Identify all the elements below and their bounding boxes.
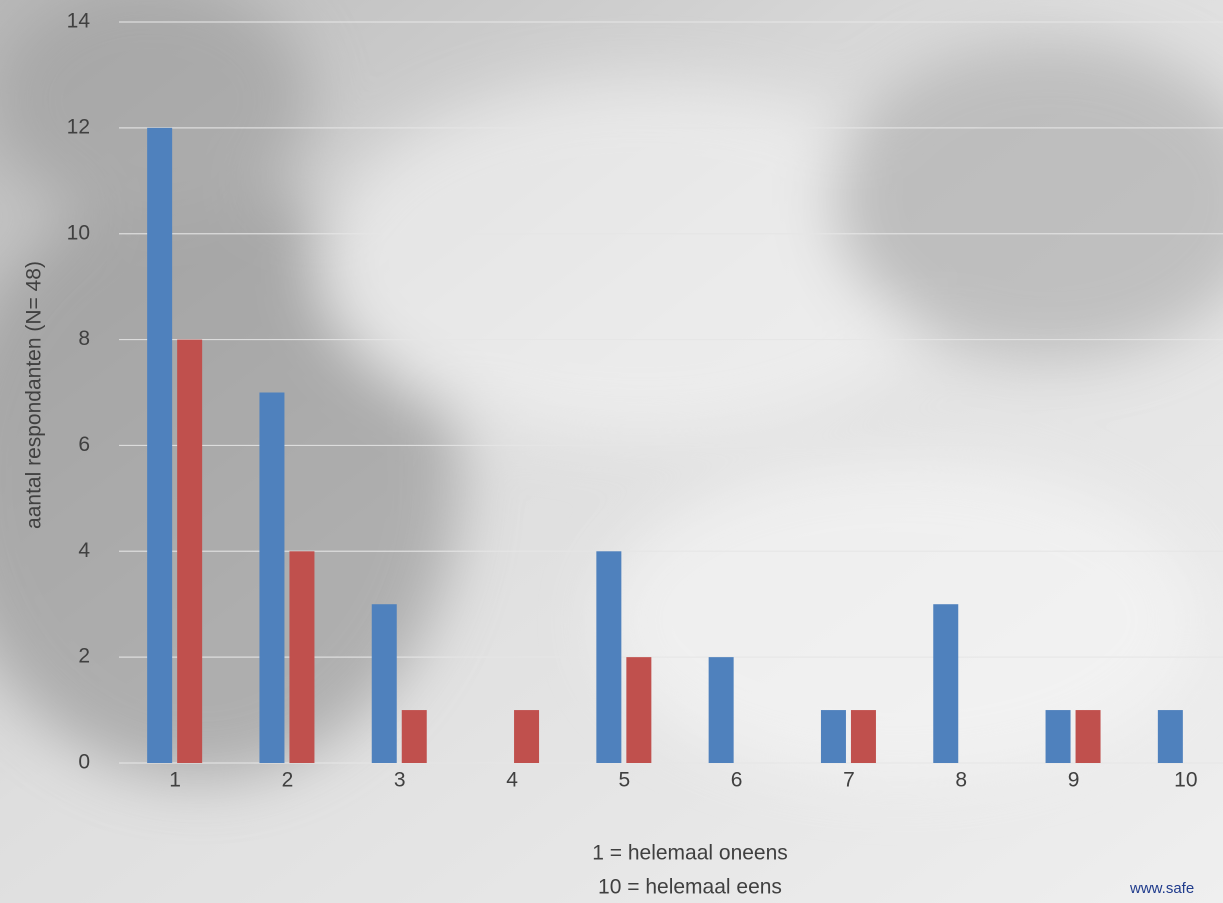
bar bbox=[1157, 710, 1183, 763]
bar bbox=[626, 657, 652, 763]
bar bbox=[514, 710, 540, 763]
bar bbox=[596, 551, 622, 763]
footer-url: www.safe bbox=[1129, 880, 1194, 897]
y-tick-label: 14 bbox=[67, 10, 91, 33]
x-axis-label: 1 = helemaal oneens bbox=[592, 842, 788, 865]
x-tick-label: 9 bbox=[1068, 769, 1080, 792]
x-tick-label: 6 bbox=[731, 769, 743, 792]
y-tick-label: 12 bbox=[67, 115, 90, 138]
y-tick-label: 10 bbox=[67, 221, 90, 244]
x-tick-label: 4 bbox=[506, 769, 518, 792]
bar bbox=[371, 604, 397, 763]
x-tick-label: 1 bbox=[169, 769, 181, 792]
y-tick-label: 6 bbox=[78, 433, 90, 456]
y-tick-label: 0 bbox=[78, 751, 90, 774]
y-tick-label: 2 bbox=[78, 645, 90, 668]
bar bbox=[289, 551, 315, 763]
bar bbox=[259, 392, 285, 763]
bar bbox=[933, 604, 959, 763]
x-tick-label: 10 bbox=[1174, 769, 1197, 792]
bar bbox=[1075, 710, 1101, 763]
background-photo bbox=[0, 0, 1223, 780]
bar bbox=[177, 339, 203, 763]
x-tick-label: 7 bbox=[843, 769, 855, 792]
x-axis-label: 10 = helemaal eens bbox=[598, 876, 782, 899]
x-tick-label: 3 bbox=[394, 769, 406, 792]
y-tick-label: 4 bbox=[78, 539, 90, 562]
bar bbox=[401, 710, 427, 763]
y-axis-label: aantal respondanten (N= 48) bbox=[23, 261, 46, 529]
x-tick-label: 8 bbox=[955, 769, 967, 792]
bar bbox=[850, 710, 876, 763]
bar bbox=[820, 710, 846, 763]
bar bbox=[147, 127, 173, 764]
y-tick-label: 8 bbox=[78, 327, 90, 350]
x-tick-label: 5 bbox=[619, 769, 631, 792]
bar bbox=[708, 657, 734, 763]
x-tick-label: 2 bbox=[282, 769, 294, 792]
bar bbox=[1045, 710, 1071, 763]
